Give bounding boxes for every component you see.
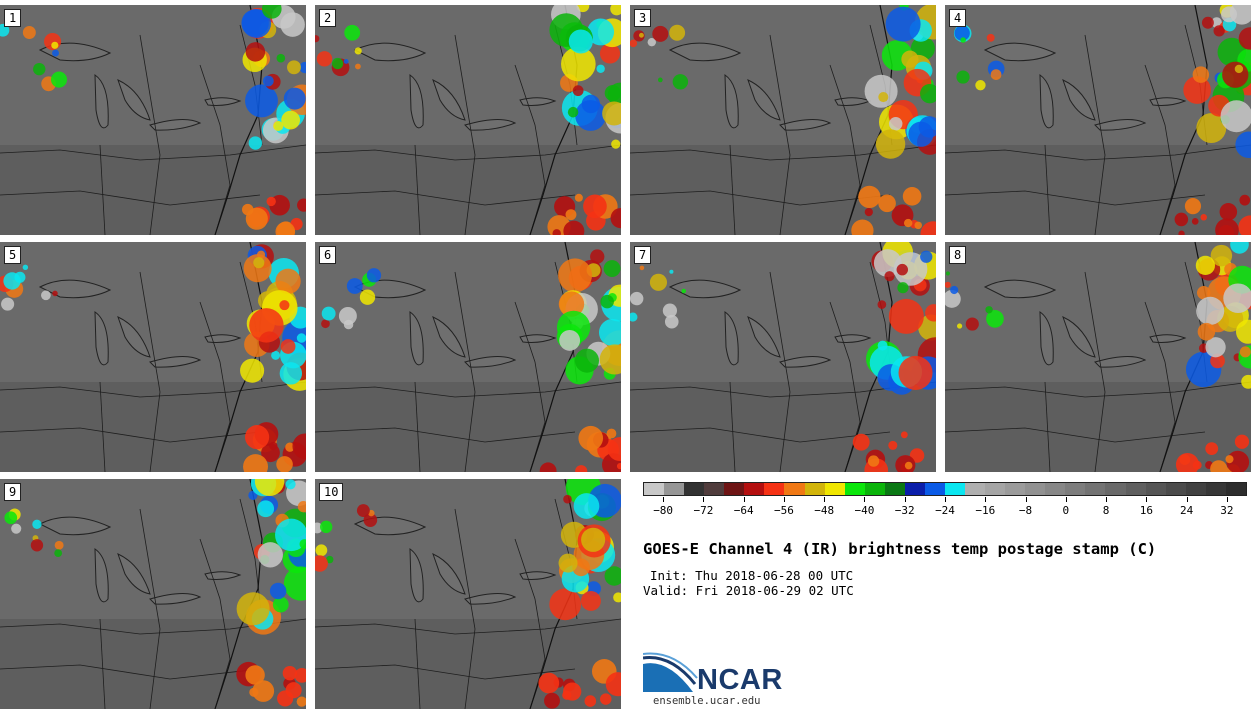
- member-label: 9: [4, 483, 22, 501]
- colorbar-tick-label: 0: [1062, 504, 1070, 517]
- colorbar-swatch: [1065, 483, 1086, 495]
- colorbar-ticks: −80 −72 −64 −56 −48 −40 −32 −24 −16 −8 0 8 16 24 32: [643, 497, 1247, 519]
- source-url: ensemble.ucar.edu: [653, 695, 761, 707]
- colorbar-tick: [1146, 497, 1148, 502]
- ir-map: [630, 242, 936, 472]
- member-label: 8: [949, 246, 967, 264]
- colorbar-tick: [1186, 497, 1188, 502]
- colorbar-tick-label: −24: [935, 504, 955, 517]
- member-label: 3: [634, 9, 652, 27]
- colorbar-swatch: [704, 483, 725, 495]
- colorbar-tick-label: −56: [773, 504, 794, 517]
- colorbar-swatch: [1125, 483, 1146, 495]
- colorbar-swatch: [1025, 483, 1046, 495]
- colorbar-swatch: [904, 483, 925, 495]
- member-panel-7: 7: [630, 242, 936, 472]
- colorbar-tick-label: −16: [975, 504, 996, 517]
- ncar-logo-icon: [643, 652, 698, 692]
- colorbar-tick-label: −72: [693, 504, 714, 517]
- colorbar-tick: [985, 497, 987, 502]
- member-label: 7: [634, 246, 652, 264]
- colorbar-swatch: [1005, 483, 1026, 495]
- colorbar-tick: [743, 497, 745, 502]
- member-panel-6: 6: [315, 242, 621, 472]
- colorbar-swatch: [664, 483, 685, 495]
- colorbar-tick-label: −32: [894, 504, 915, 517]
- colorbar-tick: [703, 497, 705, 502]
- colorbar-tick-label: 32: [1220, 504, 1234, 517]
- colorbar-swatch: [985, 483, 1006, 495]
- colorbar-tick: [663, 497, 665, 502]
- colorbar-swatch: [884, 483, 905, 495]
- colorbar-swatch: [1145, 483, 1166, 495]
- member-panel-10: 10: [315, 479, 621, 709]
- colorbar-swatch: [644, 483, 665, 495]
- colorbar-tick: [904, 497, 906, 502]
- colorbar-swatch: [1045, 483, 1066, 495]
- ir-map: [945, 5, 1251, 235]
- colorbar-tick-label: −64: [733, 504, 754, 517]
- ir-map: [315, 242, 621, 472]
- member-label: 1: [4, 9, 22, 27]
- member-panel-1: 1: [0, 5, 306, 235]
- member-label: 6: [319, 246, 337, 264]
- colorbar-swatch: [965, 483, 986, 495]
- colorbar-swatch: [684, 483, 705, 495]
- colorbar-swatch: [824, 483, 845, 495]
- ir-map: [315, 5, 621, 235]
- colorbar-swatch: [1225, 483, 1246, 495]
- member-label: 2: [319, 9, 337, 27]
- colorbar-swatch: [844, 483, 865, 495]
- colorbar-swatch: [1085, 483, 1106, 495]
- colorbar-tick-label: −80: [653, 504, 674, 517]
- colorbar-swatch: [764, 483, 785, 495]
- ir-map: [945, 242, 1251, 472]
- ir-map: [630, 5, 936, 235]
- colorbar-tick-label: −40: [854, 504, 875, 517]
- figure-title: GOES-E Channel 4 (IR) brightness temp po…: [643, 540, 1157, 558]
- colorbar-tick: [824, 497, 826, 502]
- valid-time: Valid: Fri 2018-06-29 02 UTC: [643, 583, 854, 598]
- colorbar-tick: [1025, 497, 1027, 502]
- colorbar-tick: [1226, 497, 1228, 502]
- ncar-logo-text: NCAR: [697, 664, 783, 696]
- colorbar-tick-label: −48: [814, 504, 835, 517]
- colorbar-swatch: [864, 483, 885, 495]
- ir-map: [0, 5, 306, 235]
- member-label: 10: [319, 483, 344, 501]
- colorbar-swatch: [784, 483, 805, 495]
- colorbar-tick: [783, 497, 785, 502]
- member-label: 4: [949, 9, 967, 27]
- colorbar-tick-label: 16: [1139, 504, 1153, 517]
- colorbar-swatch: [804, 483, 825, 495]
- member-panel-8: 8: [945, 242, 1251, 472]
- colorbar-swatch: [944, 483, 965, 495]
- ir-map: [0, 479, 306, 709]
- colorbar-tick: [945, 497, 946, 502]
- member-panel-9: 9: [0, 479, 306, 709]
- colorbar-tick: [1065, 497, 1067, 502]
- colorbar-tick-label: 8: [1102, 504, 1110, 517]
- colorbar-tick: [1106, 497, 1108, 502]
- ir-map: [0, 242, 306, 472]
- member-panel-2: 2: [315, 5, 621, 235]
- colorbar-swatch: [744, 483, 765, 495]
- colorbar-swatch: [1165, 483, 1186, 495]
- colorbar-swatch: [724, 483, 745, 495]
- init-time: Init: Thu 2018-06-28 00 UTC: [650, 568, 854, 583]
- temperature-colorbar: [643, 482, 1247, 496]
- colorbar-tick-label: 24: [1179, 504, 1194, 517]
- ir-map: [315, 479, 621, 709]
- member-panel-5: 5: [0, 242, 306, 472]
- member-label: 5: [4, 246, 22, 264]
- colorbar-swatch: [924, 483, 945, 495]
- colorbar-tick-label: −8: [1018, 504, 1033, 517]
- colorbar-swatch: [1105, 483, 1126, 495]
- member-panel-4: 4: [945, 5, 1251, 235]
- colorbar-tick: [864, 497, 866, 502]
- member-panel-3: 3: [630, 5, 936, 235]
- colorbar-swatch: [1185, 483, 1206, 495]
- colorbar-swatch: [1205, 483, 1226, 495]
